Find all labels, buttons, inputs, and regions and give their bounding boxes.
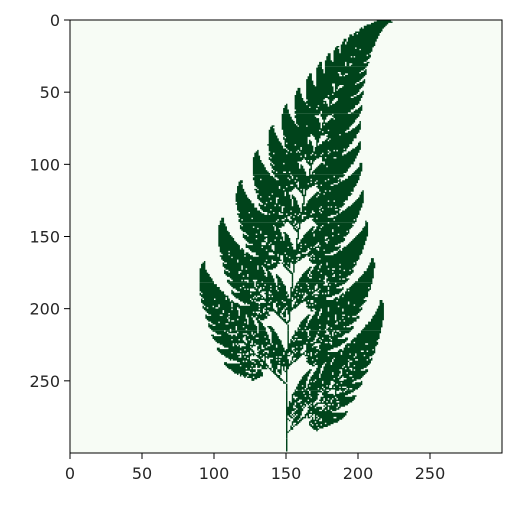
y-axis: 0 50 100 150 200 250 bbox=[29, 11, 70, 391]
x-tick-label: 50 bbox=[132, 464, 152, 483]
y-tick-label: 250 bbox=[29, 372, 60, 391]
fern-pixels bbox=[199, 20, 393, 452]
y-tick-label: 0 bbox=[50, 11, 60, 30]
x-tick-label: 200 bbox=[343, 464, 374, 483]
x-axis: 0 50 100 150 200 250 bbox=[65, 453, 445, 483]
y-tick-label: 200 bbox=[29, 300, 60, 319]
x-tick-label: 0 bbox=[65, 464, 75, 483]
x-tick-label: 100 bbox=[199, 464, 230, 483]
fern-image bbox=[199, 20, 393, 452]
y-tick-label: 50 bbox=[40, 83, 60, 102]
x-tick-label: 150 bbox=[271, 464, 302, 483]
x-tick-label: 250 bbox=[415, 464, 446, 483]
y-tick-label: 100 bbox=[29, 155, 60, 174]
y-tick-label: 150 bbox=[29, 228, 60, 247]
